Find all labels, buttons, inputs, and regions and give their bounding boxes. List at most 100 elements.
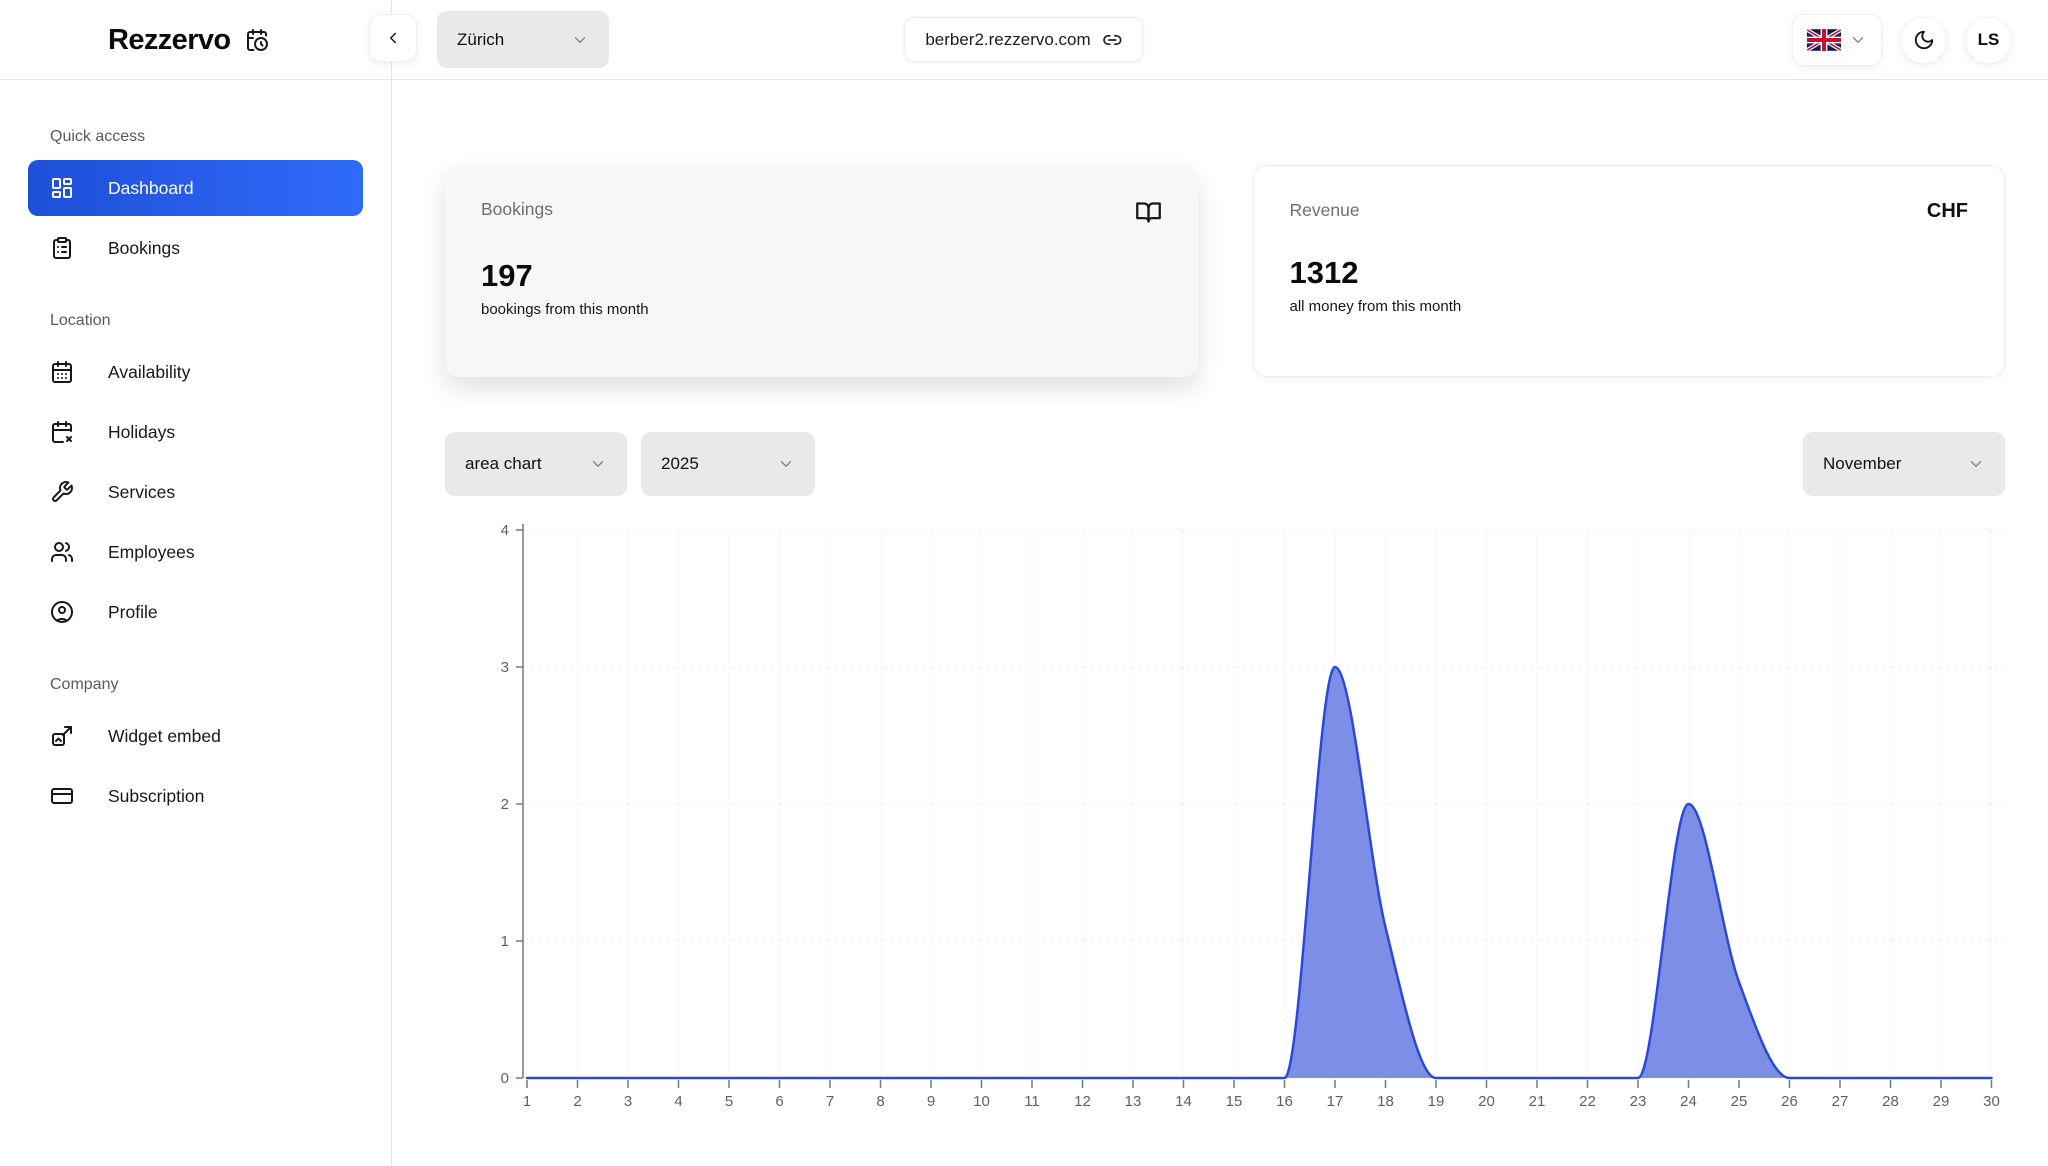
svg-text:4: 4 (674, 1093, 682, 1110)
book-open-icon (1135, 199, 1162, 226)
language-dropdown[interactable] (1792, 14, 1882, 66)
svg-text:28: 28 (1882, 1093, 1899, 1110)
bookings-count: 197 (481, 258, 533, 293)
revenue-card[interactable]: Revenue CHF 1312 all money from this mon… (1252, 165, 2005, 377)
calendar-x-icon (50, 420, 74, 444)
clipboard-list-icon (50, 236, 74, 260)
widget-embed-icon (50, 724, 74, 748)
location-dropdown-value: Zürich (457, 29, 505, 49)
svg-text:8: 8 (876, 1093, 884, 1110)
circle-user-icon (50, 600, 74, 624)
revenue-card-title: Revenue (1289, 200, 1360, 220)
currency-label: CHF (1926, 200, 1968, 222)
month-dropdown[interactable]: November (1803, 432, 2005, 496)
uk-flag-icon (1807, 29, 1841, 51)
app-logo: Rezzervo (108, 23, 231, 56)
chevron-down-icon (777, 455, 795, 473)
svg-text:20: 20 (1478, 1093, 1495, 1110)
wrench-icon (50, 480, 74, 504)
avatar[interactable]: LS (1965, 16, 2012, 64)
location-dropdown[interactable]: Zürich (437, 11, 609, 68)
sidebar-item-label: Profile (108, 601, 158, 622)
bookings-card[interactable]: Bookings 197 bookings from this month (445, 165, 1198, 377)
sidebar-collapse-button[interactable] (369, 14, 417, 62)
sidebar-item-profile[interactable]: Profile (28, 584, 363, 640)
svg-text:21: 21 (1529, 1093, 1546, 1110)
svg-text:12: 12 (1074, 1093, 1091, 1110)
chart-type-dropdown[interactable]: area chart (445, 432, 627, 496)
svg-text:6: 6 (775, 1093, 783, 1110)
link-icon (1103, 30, 1123, 50)
chevron-down-icon (1967, 455, 1985, 473)
sidebar-section-quick-access: Quick access Dashboard Bookings (28, 128, 363, 276)
sidebar-divider (391, 0, 392, 1166)
svg-text:29: 29 (1933, 1093, 1950, 1110)
svg-text:2: 2 (501, 796, 509, 813)
sidebar-section-heading: Company (50, 676, 119, 693)
chart-type-value: area chart (465, 454, 542, 473)
year-value: 2025 (661, 454, 699, 473)
sidebar-item-label: Dashboard (108, 177, 194, 198)
chevron-down-icon (589, 455, 607, 473)
sidebar-section-company: Company Widget embed Subscription (28, 676, 363, 824)
svg-text:0: 0 (501, 1070, 509, 1087)
logo-wrap: Rezzervo (108, 0, 269, 80)
sidebar-item-services[interactable]: Services (28, 464, 363, 520)
site-link[interactable]: berber2.rezzervo.com (904, 17, 1144, 62)
chevron-down-icon (1849, 31, 1867, 49)
sidebar-item-dashboard[interactable]: Dashboard (28, 160, 363, 216)
main-content: Bookings 197 bookings from this month Re… (392, 80, 2048, 1166)
sidebar-item-label: Subscription (108, 785, 205, 806)
dark-mode-button[interactable] (1900, 16, 1947, 64)
sidebar-item-widget-embed[interactable]: Widget embed (28, 708, 363, 764)
svg-text:27: 27 (1832, 1093, 1849, 1110)
sidebar-item-holidays[interactable]: Holidays (28, 404, 363, 460)
svg-text:25: 25 (1731, 1093, 1748, 1110)
svg-text:17: 17 (1327, 1093, 1344, 1110)
svg-text:9: 9 (927, 1093, 935, 1110)
sidebar-item-bookings[interactable]: Bookings (28, 220, 363, 276)
svg-text:3: 3 (624, 1093, 632, 1110)
sidebar-item-label: Availability (108, 361, 191, 382)
stat-cards: Bookings 197 bookings from this month Re… (445, 165, 2005, 377)
revenue-amount: 1312 (1289, 255, 1359, 290)
sidebar-section-heading: Quick access (50, 128, 146, 145)
month-value: November (1823, 454, 1902, 473)
bookings-card-title: Bookings (481, 199, 553, 219)
bookings-area-chart: 0 1 2 3 4 1 2 3 4 5 6 7 8 9 10 11 12 13 14 15 16 17 18 19 20 21 22… (481, 522, 2005, 1132)
sidebar-item-label: Holidays (108, 421, 176, 442)
header-right: LS (1792, 0, 2012, 80)
header: Rezzervo Zürich berber2.rezzervo.com LS (0, 0, 2048, 80)
sidebar-item-availability[interactable]: Availability (28, 344, 363, 400)
svg-text:18: 18 (1377, 1093, 1394, 1110)
sidebar: Quick access Dashboard Bookings Location Ava… (0, 80, 391, 1166)
credit-card-icon (50, 784, 74, 808)
users-icon (50, 540, 74, 564)
sidebar-item-label: Bookings (108, 237, 180, 258)
moon-icon (1913, 29, 1935, 51)
svg-text:19: 19 (1428, 1093, 1445, 1110)
svg-text:4: 4 (501, 522, 509, 539)
chevron-left-icon (384, 29, 402, 47)
calendar-days-icon (50, 360, 74, 384)
svg-text:16: 16 (1276, 1093, 1293, 1110)
site-domain: berber2.rezzervo.com (925, 29, 1091, 49)
dashboard-icon (50, 176, 74, 200)
svg-text:2: 2 (573, 1093, 581, 1110)
sidebar-section-heading: Location (50, 312, 111, 329)
svg-text:3: 3 (501, 659, 509, 676)
sidebar-item-employees[interactable]: Employees (28, 524, 363, 580)
sidebar-section-location: Location Availability Holidays Services Empl… (28, 312, 363, 640)
chevron-down-icon (571, 31, 589, 49)
bookings-caption: bookings from this month (481, 301, 649, 318)
sidebar-item-subscription[interactable]: Subscription (28, 768, 363, 824)
svg-text:1: 1 (523, 1093, 531, 1110)
svg-text:10: 10 (973, 1093, 990, 1110)
svg-text:26: 26 (1781, 1093, 1798, 1110)
sidebar-item-label: Widget embed (108, 725, 221, 746)
sidebar-item-label: Employees (108, 541, 195, 562)
year-dropdown[interactable]: 2025 (641, 432, 815, 496)
svg-text:15: 15 (1226, 1093, 1243, 1110)
revenue-caption: all money from this month (1289, 298, 1462, 315)
